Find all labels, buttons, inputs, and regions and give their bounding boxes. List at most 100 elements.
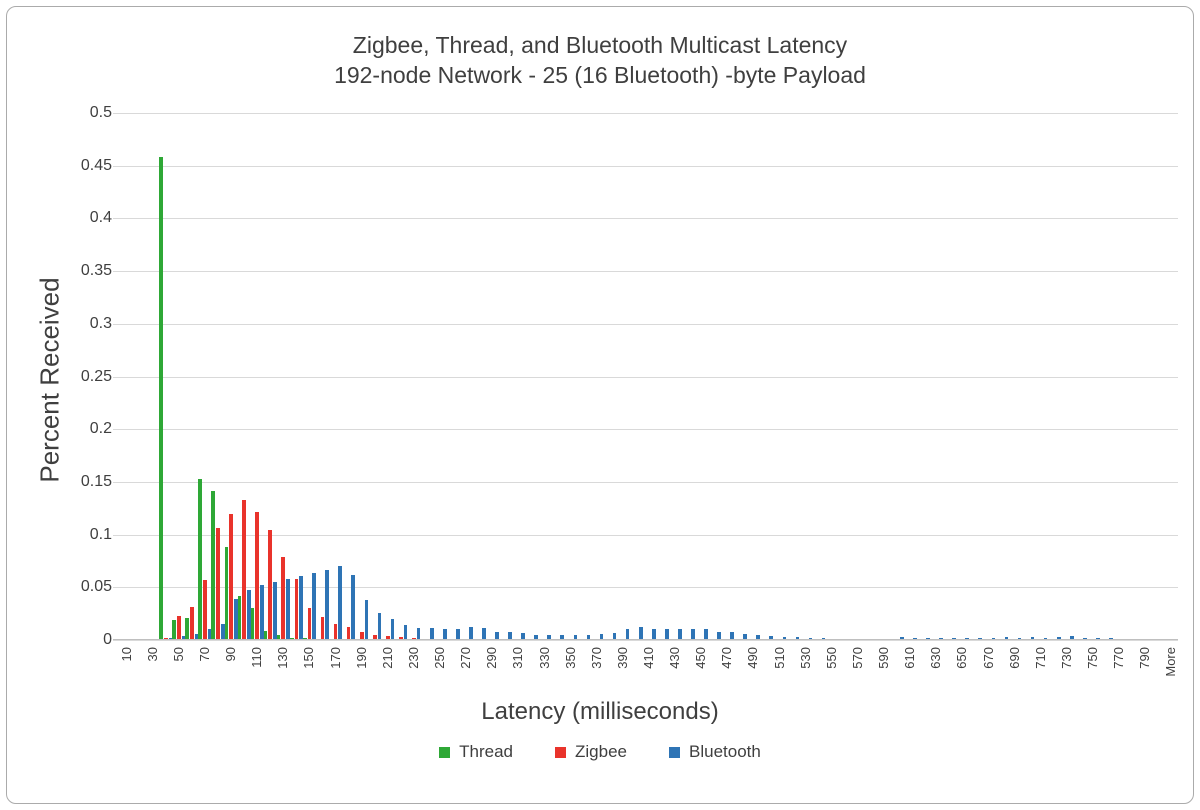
bar-bluetooth-120 [273, 582, 277, 640]
bar-zigbee-130 [281, 556, 286, 640]
bar-bluetooth-540 [821, 637, 826, 640]
bar-bluetooth-300 [508, 631, 512, 640]
gridline-0 [113, 640, 1178, 641]
bar-bluetooth-460 [717, 631, 721, 640]
bin-440 [682, 113, 695, 640]
bar-thread-150 [302, 637, 307, 640]
bar-bluetooth-150 [312, 572, 316, 640]
bar-thread-120 [263, 630, 268, 640]
y-tick-label-0: 0 [103, 631, 112, 648]
legend: Thread Zigbee Bluetooth [0, 742, 1200, 762]
bin-590 [878, 113, 891, 640]
bin-30 [146, 113, 159, 640]
legend-item-bluetooth: Bluetooth [669, 742, 761, 762]
bin-400 [629, 113, 643, 640]
bar-bluetooth-180 [351, 574, 356, 640]
bin-290 [486, 113, 499, 640]
bar-bluetooth-290 [495, 631, 499, 640]
bin-200 [368, 113, 382, 640]
bar-bluetooth-230 [416, 628, 421, 640]
bar-zigbee-150 [307, 608, 312, 640]
bar-thread-50 [172, 619, 176, 640]
bar-bluetooth-510 [782, 636, 787, 640]
bin-710 [1034, 113, 1048, 640]
y-tick-label-0.3: 0.3 [89, 314, 112, 332]
bin-380 [603, 113, 617, 640]
bar-groups [120, 113, 1178, 640]
legend-label-thread: Thread [459, 742, 514, 761]
bin-510 [773, 113, 787, 640]
bar-bluetooth-60 [194, 633, 199, 640]
bar-bluetooth-610 [913, 637, 917, 640]
bar-bluetooth-680 [1004, 636, 1009, 640]
bin-More [1165, 113, 1178, 640]
bar-bluetooth-400 [638, 627, 643, 640]
chart-border [6, 6, 1194, 804]
bar-zigbee-190 [359, 631, 364, 640]
bin-620 [917, 113, 930, 640]
bar-zigbee-120 [268, 530, 273, 640]
bin-160 [315, 113, 329, 640]
bin-800 [1152, 113, 1165, 640]
bin-350 [564, 113, 578, 640]
bar-bluetooth-390 [625, 629, 630, 640]
bar-bluetooth-690 [1017, 637, 1022, 640]
bin-460 [708, 113, 721, 640]
y-tick-label-0.1: 0.1 [89, 525, 112, 543]
bin-240 [420, 113, 434, 640]
bin-430 [669, 113, 682, 640]
bar-bluetooth-700 [1030, 636, 1035, 640]
bin-260 [447, 113, 460, 640]
bar-bluetooth-310 [521, 632, 525, 640]
bar-thread-70 [198, 478, 203, 640]
bar-zigbee-180 [346, 627, 351, 640]
bar-zigbee-230 [412, 637, 416, 640]
bar-bluetooth-470 [730, 631, 734, 640]
gridline-0.1 [113, 534, 1178, 536]
bar-bluetooth-730 [1069, 635, 1074, 640]
bin-250 [434, 113, 447, 640]
bar-zigbee-160 [320, 616, 325, 640]
bar-bluetooth-110 [260, 585, 264, 640]
bin-90 [224, 113, 238, 640]
bin-340 [551, 113, 565, 640]
bar-bluetooth-660 [978, 637, 983, 640]
plot-area: 0.5 0.45 0.4 0.35 0.3 0.25 0.2 0.15 0.1 0.05 0 [81, 104, 1178, 648]
bin-760 [1100, 113, 1113, 640]
bar-thread-80 [211, 491, 216, 640]
bar-zigbee-60 [190, 607, 194, 640]
bar-bluetooth-490 [756, 634, 761, 640]
bin-280 [473, 113, 486, 640]
bin-370 [590, 113, 604, 640]
legend-label-bluetooth: Bluetooth [689, 742, 761, 761]
bin-60 [185, 113, 199, 640]
bar-bluetooth-500 [769, 635, 774, 640]
bar-bluetooth-640 [952, 637, 956, 640]
legend-label-zigbee: Zigbee [575, 742, 627, 761]
y-tick-label-0.4: 0.4 [89, 209, 112, 227]
bin-580 [865, 113, 878, 640]
bin-570 [852, 113, 865, 640]
bin-120 [263, 113, 277, 640]
y-tick-label-0.2: 0.2 [89, 420, 112, 438]
bar-zigbee-220 [399, 636, 403, 640]
bar-bluetooth-220 [403, 625, 408, 640]
bin-70 [198, 113, 212, 640]
bar-bluetooth-270 [469, 627, 473, 640]
bar-thread-110 [250, 608, 255, 640]
bar-bluetooth-100 [246, 590, 251, 640]
bin-170 [329, 113, 343, 640]
bin-490 [747, 113, 761, 640]
bin-320 [525, 113, 538, 640]
bin-450 [695, 113, 708, 640]
bin-220 [394, 113, 408, 640]
bin-80 [211, 113, 225, 640]
bin-360 [577, 113, 591, 640]
bin-20 [133, 113, 146, 640]
bin-720 [1047, 113, 1061, 640]
bin-600 [891, 113, 904, 640]
bin-230 [407, 113, 421, 640]
bar-bluetooth-420 [664, 629, 669, 640]
bin-650 [956, 113, 970, 640]
